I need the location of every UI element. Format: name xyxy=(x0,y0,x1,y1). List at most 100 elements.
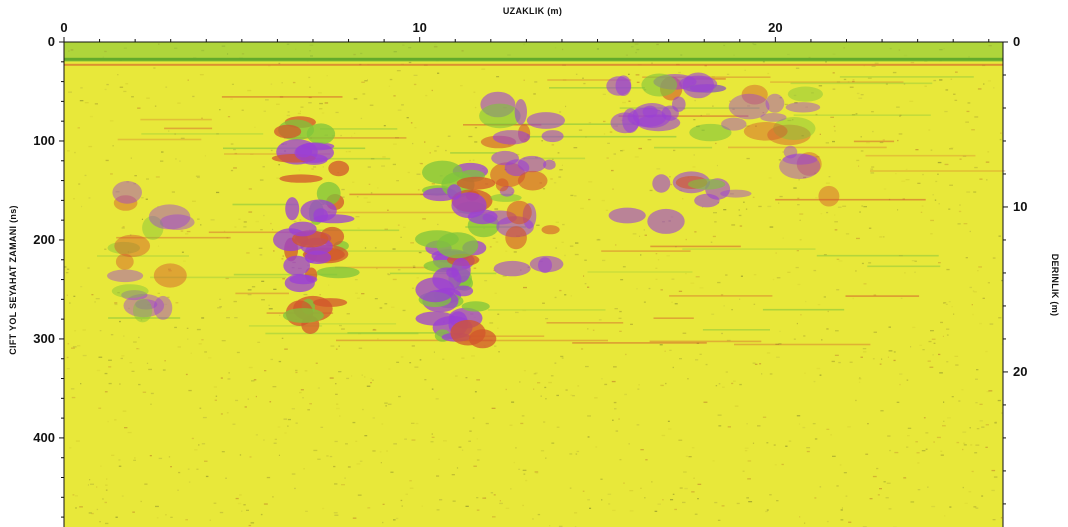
noise-speck xyxy=(64,266,67,268)
noise-speck xyxy=(308,102,312,104)
noise-speck xyxy=(588,122,592,124)
noise-speck xyxy=(243,226,247,228)
noise-speck xyxy=(437,223,439,226)
noise-speck xyxy=(329,455,333,458)
noise-speck xyxy=(140,500,142,503)
noise-speck xyxy=(800,314,802,316)
noise-speck xyxy=(130,157,132,159)
noise-speck xyxy=(534,372,538,374)
reflection-streak xyxy=(334,266,428,269)
noise-speck xyxy=(372,329,377,331)
reflection-streak xyxy=(650,245,741,248)
noise-speck xyxy=(114,303,118,306)
noise-speck xyxy=(934,199,937,201)
noise-speck xyxy=(141,218,143,220)
reflection-streak xyxy=(164,127,213,130)
noise-speck xyxy=(284,432,287,434)
noise-speck xyxy=(108,366,112,368)
noise-speck xyxy=(971,304,973,306)
noise-speck xyxy=(201,117,203,119)
noise-speck xyxy=(154,105,157,107)
noise-speck xyxy=(372,417,375,419)
noise-speck xyxy=(887,356,889,358)
anomaly-blob xyxy=(135,299,158,310)
noise-speck xyxy=(991,489,995,492)
noise-speck xyxy=(334,440,338,443)
noise-speck xyxy=(813,380,816,383)
noise-speck xyxy=(612,509,616,512)
reflection-streak xyxy=(523,157,586,160)
noise-speck xyxy=(795,266,799,269)
noise-speck xyxy=(879,363,882,365)
noise-speck xyxy=(499,500,501,502)
noise-speck xyxy=(534,81,538,83)
noise-speck xyxy=(803,176,807,179)
noise-speck xyxy=(577,385,580,387)
noise-speck xyxy=(338,371,342,373)
noise-speck xyxy=(145,198,148,200)
noise-speck xyxy=(899,115,901,117)
noise-speck xyxy=(879,488,882,490)
noise-speck xyxy=(230,143,234,145)
anomaly xyxy=(271,116,360,334)
noise-speck xyxy=(157,245,160,247)
noise-speck xyxy=(843,472,847,474)
noise-speck xyxy=(219,306,222,308)
noise-speck xyxy=(574,512,578,514)
reflection-streak xyxy=(336,339,493,342)
noise-speck xyxy=(849,361,853,363)
noise-speck xyxy=(122,226,125,228)
noise-speck xyxy=(400,499,403,502)
noise-speck xyxy=(474,141,478,143)
noise-speck xyxy=(489,322,494,324)
noise-speck xyxy=(395,137,399,139)
noise-speck xyxy=(219,511,224,514)
noise-speck xyxy=(273,250,275,252)
noise-speck xyxy=(370,378,372,380)
noise-speck xyxy=(799,239,802,241)
noise-speck xyxy=(472,159,475,161)
noise-speck xyxy=(806,447,811,449)
noise-speck xyxy=(587,415,591,417)
noise-speck xyxy=(281,337,284,339)
y-tick-label: 400 xyxy=(33,430,55,445)
noise-speck xyxy=(447,135,451,137)
noise-speck xyxy=(587,328,589,330)
noise-speck xyxy=(892,71,897,74)
reflection-streak xyxy=(349,193,480,196)
noise-speck xyxy=(920,211,923,213)
noise-speck xyxy=(260,229,263,231)
noise-speck xyxy=(865,453,869,455)
noise-speck xyxy=(333,512,338,514)
noise-speck xyxy=(898,133,903,135)
noise-speck xyxy=(246,252,250,254)
noise-speck xyxy=(106,83,109,86)
noise-speck xyxy=(66,356,69,359)
noise-speck xyxy=(721,332,723,335)
noise-speck xyxy=(381,165,385,167)
noise-speck xyxy=(96,486,98,488)
noise-speck xyxy=(247,89,252,92)
noise-speck xyxy=(545,318,549,320)
noise-speck xyxy=(772,278,775,281)
noise-speck xyxy=(986,179,988,181)
noise-speck xyxy=(965,257,968,259)
noise-speck xyxy=(150,403,152,405)
noise-speck xyxy=(344,477,346,479)
noise-speck xyxy=(645,459,648,461)
noise-speck xyxy=(160,160,164,162)
noise-speck xyxy=(255,434,258,436)
noise-speck xyxy=(168,130,170,132)
noise-speck xyxy=(254,126,256,128)
noise-speck xyxy=(975,402,978,404)
noise-speck xyxy=(744,69,746,71)
noise-speck xyxy=(341,328,345,330)
noise-speck xyxy=(605,209,609,211)
noise-speck xyxy=(198,343,202,345)
noise-speck xyxy=(295,422,298,424)
noise-speck xyxy=(436,475,440,477)
noise-speck xyxy=(587,499,590,501)
noise-speck xyxy=(208,357,212,359)
noise-speck xyxy=(938,262,941,264)
noise-speck xyxy=(965,121,969,123)
